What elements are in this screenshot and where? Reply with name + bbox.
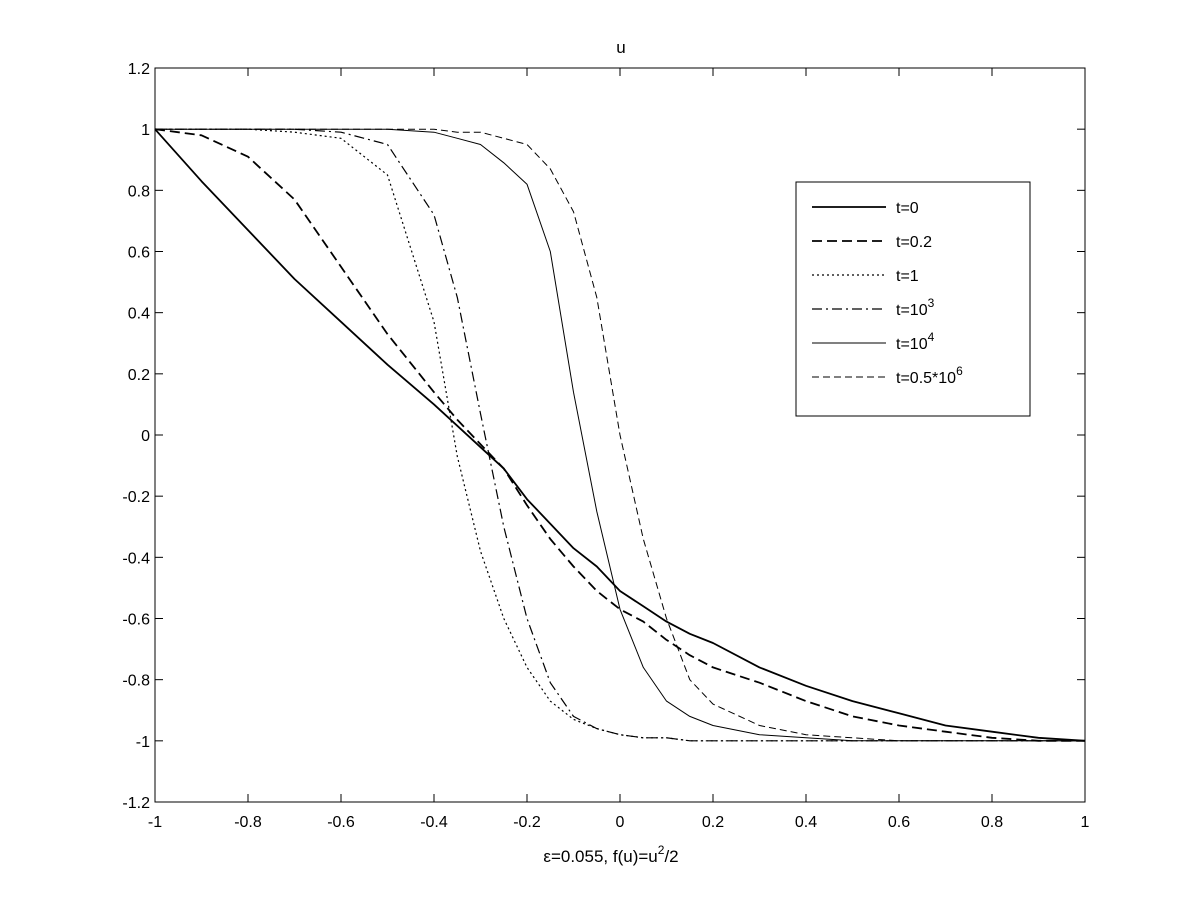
y-tick-label: -0.4 [122,550,150,567]
legend-label-0: t=0 [896,200,919,217]
x-tick-label: 0.6 [888,814,910,831]
x-tick-label: 0 [616,814,625,831]
x-tick-label: 0.2 [702,814,724,831]
legend-label-main: t=0.5*10 [896,370,956,387]
axes: -1 -0.8 -0.6 -0.4 -0.2 0 0.2 0.4 0.6 0.8 1 -1.2 -1 -0… [122,61,1089,831]
legend-label-main: t=10 [896,302,928,319]
x-tick-label: -1 [148,814,162,831]
x-tick-label: 0.8 [981,814,1003,831]
y-tick-label: 0.4 [128,306,150,323]
legend-label-main: t=10 [896,336,928,353]
legend-label-superscript: 6 [956,364,963,378]
legend-label-main: t=1 [896,268,919,285]
y-tick-label: -1 [136,734,150,751]
x-axis-label-main: ε=0.055, f(u)=u [543,847,657,866]
y-tick-label: -0.2 [122,489,150,506]
legend-label-main: t=0.2 [896,234,932,251]
y-tick-label: 0 [141,428,150,445]
chart-title: u [616,38,625,57]
legend-label-superscript: 3 [928,296,935,310]
x-tick-label: -0.6 [327,814,355,831]
legend-label-5: t=0.5*106 [896,364,963,387]
y-tick-label: 0.6 [128,245,150,262]
series-line-5 [155,128,1085,742]
series-line-0 [154,128,1086,742]
y-tick-label: 0.8 [128,183,150,200]
x-tick-label: -0.8 [234,814,262,831]
y-tick-label: -0.6 [122,612,150,629]
x-tick-label: -0.4 [420,814,448,831]
legend-label-2: t=1 [896,268,919,285]
x-axis-label-tail: /2 [664,847,678,866]
legend-label-main: t=0 [896,200,919,217]
legend-label-3: t=103 [896,296,935,319]
legend-label-superscript: 4 [928,330,935,344]
x-axis-label: ε=0.055, f(u)=u2/2 [543,843,678,866]
legend-label-4: t=104 [896,330,935,353]
x-tick-label: 1 [1081,814,1090,831]
x-tick-label: -0.2 [513,814,541,831]
y-tick-label: -1.2 [122,795,150,812]
series-line-2 [155,128,1085,742]
y-tick-label: 1.2 [128,61,150,78]
y-tick-label: -0.8 [122,673,150,690]
series-line-3 [155,128,1085,742]
legend-label-1: t=0.2 [896,234,932,251]
y-tick-label: 1 [141,122,150,139]
series-line-1 [154,128,1085,742]
plot-area [154,128,1086,742]
x-axis-label-superscript: 2 [658,843,665,857]
y-tick-label: 0.2 [128,367,150,384]
x-tick-label: 0.4 [795,814,817,831]
